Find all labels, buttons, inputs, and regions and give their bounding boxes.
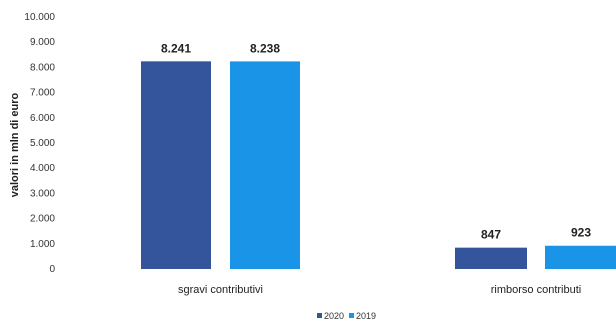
y-axis-label: valori in mln di euro — [9, 92, 21, 197]
data-label: 847 — [481, 228, 501, 242]
data-label: 8.241 — [161, 41, 191, 55]
data-label: 923 — [571, 226, 591, 240]
data-label: 8.238 — [250, 41, 280, 55]
bar-2019 — [545, 245, 616, 269]
y-axis-ticks: 10.000 9.000 8.000 7.000 6.000 5.000 4.000 3.00… — [24, 12, 55, 275]
bar-2019 — [230, 61, 300, 269]
legend-label: 2020 — [324, 311, 344, 321]
y-tick-label: 3.000 — [30, 188, 55, 199]
category-label: sgravi contributivi — [178, 284, 263, 296]
category-labels: sgravi contributivi rimborso contributi — [178, 284, 581, 296]
legend-swatch — [349, 313, 354, 318]
y-tick-label: 10.000 — [24, 12, 55, 23]
bar-2020 — [141, 61, 211, 270]
y-tick-label: 2.000 — [30, 214, 55, 225]
category-label: rimborso contributi — [491, 284, 581, 296]
y-tick-label: 6.000 — [30, 113, 55, 124]
bars — [141, 61, 616, 270]
y-tick-label: 9.000 — [30, 37, 55, 48]
y-tick-label: 8.000 — [30, 62, 55, 73]
y-tick-label: 5.000 — [30, 138, 55, 149]
y-tick-label: 7.000 — [30, 88, 55, 99]
y-tick-label: 4.000 — [30, 163, 55, 174]
legend: 2020 2019 — [317, 311, 376, 321]
y-tick-label: 1.000 — [30, 239, 55, 250]
bar-2020 — [455, 247, 527, 269]
legend-swatch — [317, 313, 322, 318]
data-labels: 8.241 8.238 847 923 — [161, 41, 591, 241]
y-tick-label: 0 — [49, 264, 55, 275]
legend-label: 2019 — [356, 311, 376, 321]
